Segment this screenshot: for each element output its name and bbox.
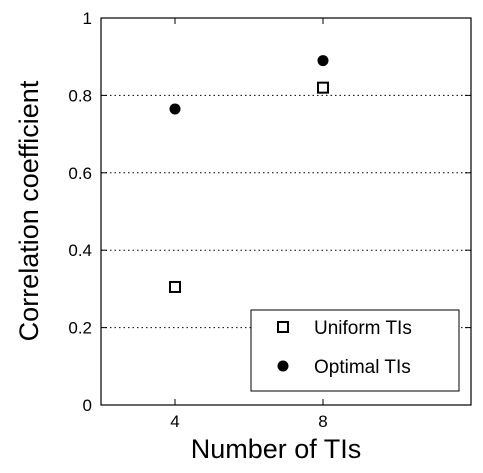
legend: Uniform TIs Optimal TIs — [250, 309, 460, 392]
y-tick-label: 1 — [83, 9, 92, 28]
uniform-point — [317, 81, 329, 94]
legend-marker-uniform — [277, 321, 289, 333]
x-tick-label: 4 — [170, 412, 179, 431]
x-tick-label: 8 — [318, 412, 327, 431]
y-tick-label: 0.6 — [68, 164, 92, 183]
y-axis-title: Correlation coefficient — [14, 80, 44, 341]
legend-label-optimal: Optimal TIs — [314, 357, 411, 378]
optimal-point — [317, 55, 329, 67]
plot-frame — [100, 17, 472, 406]
legend-label-uniform: Uniform TIs — [314, 318, 412, 339]
data-points — [169, 55, 329, 293]
legend-marker-optimal — [277, 360, 289, 372]
x-axis-title: Number of TIs — [191, 434, 362, 464]
optimal-point — [169, 103, 181, 115]
uniform-point — [169, 280, 181, 293]
y-tick-label: 0.2 — [68, 319, 92, 338]
y-tick-label: 0.4 — [68, 241, 92, 260]
y-tick-label: 0 — [83, 396, 92, 415]
grid-lines — [101, 94, 471, 329]
y-axis-ticks: 0 0.2 0.4 0.6 0.8 1 — [68, 9, 471, 415]
y-tick-label: 0.8 — [68, 86, 92, 105]
